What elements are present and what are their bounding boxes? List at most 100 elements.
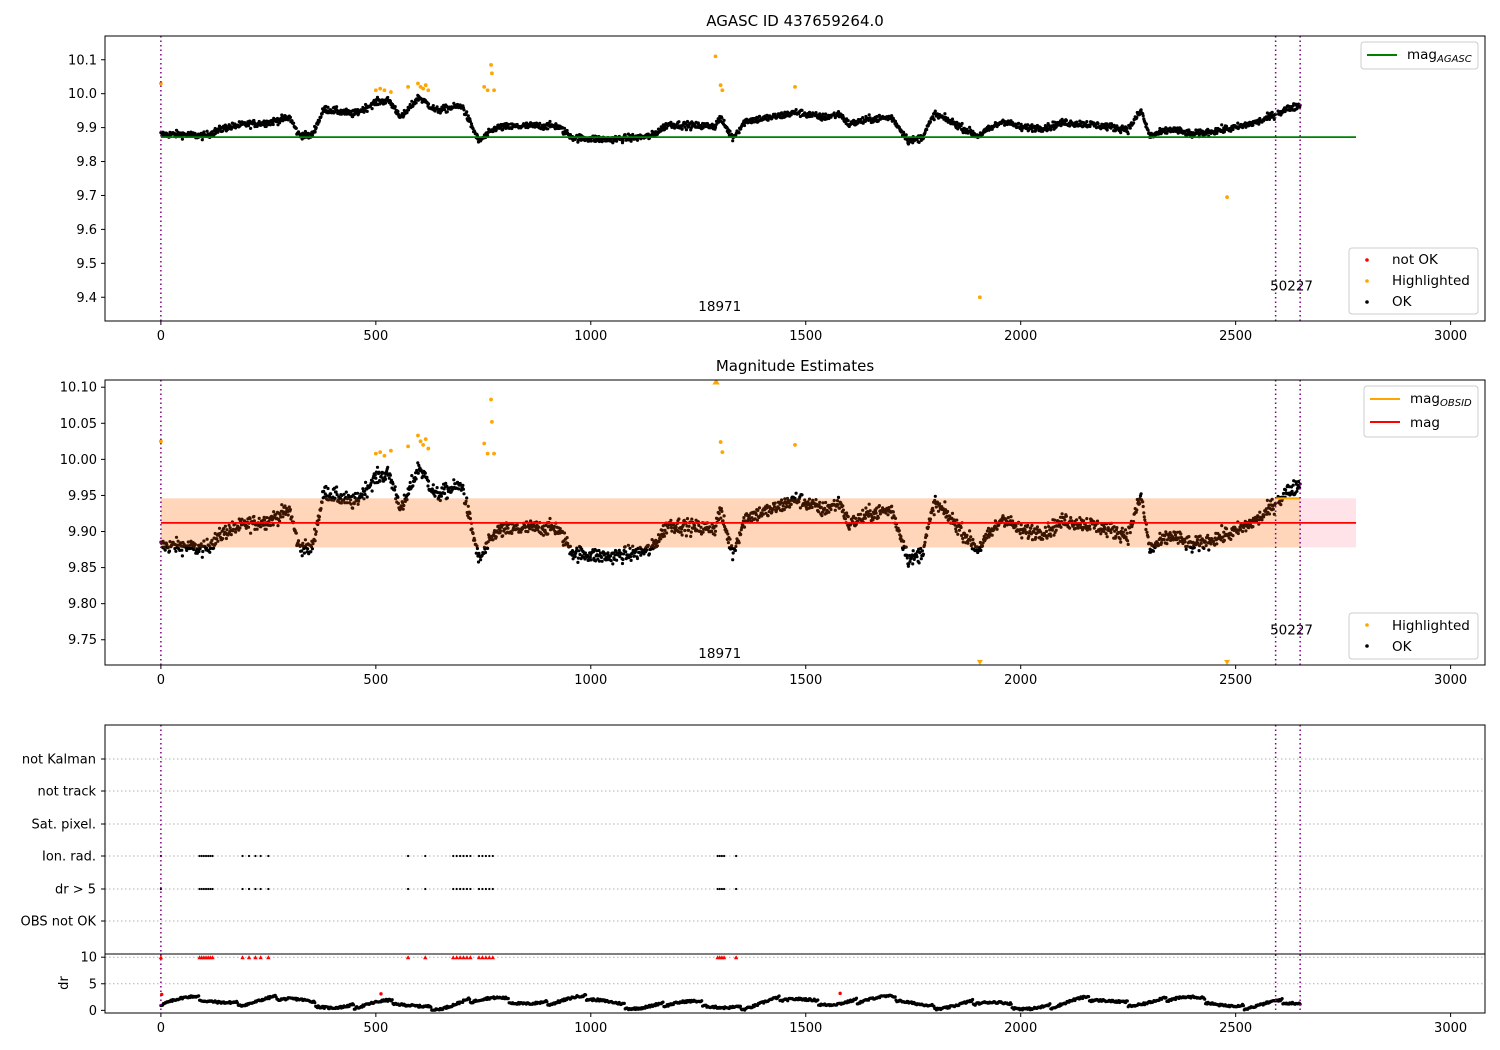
flag-point <box>455 887 458 891</box>
magnitude-xtick-label: 2500 <box>1219 673 1252 688</box>
ok-point-2 <box>755 518 760 522</box>
ok-point-2 <box>966 541 970 545</box>
ok-point <box>960 121 964 126</box>
ok-point-2 <box>465 496 469 500</box>
highlighted-point <box>489 62 493 67</box>
ok-point-2 <box>1085 517 1089 521</box>
magnitude-xtick-label: 1500 <box>789 673 822 688</box>
ok-point <box>1139 108 1143 112</box>
ok-point-2 <box>876 516 880 520</box>
ok-point <box>728 129 732 133</box>
ok-point-2 <box>526 530 530 534</box>
flag-point <box>484 854 487 858</box>
ok-point-2 <box>205 537 209 541</box>
ok-point-2 <box>314 530 318 534</box>
flag-point <box>267 854 270 858</box>
magnitude-ytick-label: 9.75 <box>68 633 97 648</box>
highlighted-point <box>977 295 982 300</box>
ok-point-2 <box>1050 528 1054 532</box>
ok-point-2 <box>1281 491 1286 496</box>
highlighted-point-2 <box>426 446 431 451</box>
ok-point-2 <box>180 548 184 552</box>
agasc-line-legend: magAGASC <box>1360 41 1479 70</box>
magnitude-ytick-label: 10.00 <box>60 453 97 468</box>
ok-point-2 <box>841 508 846 512</box>
flag-point <box>716 854 719 858</box>
lower-limit-marker <box>976 659 983 665</box>
ok-point-2 <box>1256 515 1260 519</box>
ok-point-2 <box>722 514 726 518</box>
ok-point-2 <box>276 524 280 528</box>
ok-point-2 <box>1023 528 1027 532</box>
ok-point-2 <box>435 486 439 490</box>
ok-point-2 <box>252 519 256 523</box>
ok-point-2 <box>1262 513 1266 517</box>
ok-point-2 <box>356 491 360 495</box>
highlighted-point <box>423 83 428 88</box>
ok-point-2 <box>388 473 392 477</box>
ok-point <box>861 116 865 120</box>
flag-point <box>259 854 262 858</box>
ok-point-2 <box>1241 529 1245 534</box>
ok-point-2 <box>922 543 927 547</box>
ok-point-2 <box>620 561 625 566</box>
ok-point-2 <box>1220 524 1224 528</box>
ok-point <box>288 115 292 119</box>
agasc-xtick-label: 500 <box>363 329 388 344</box>
ok-point <box>1128 126 1132 130</box>
ok-point-2 <box>410 474 414 478</box>
ok-point-2 <box>402 503 406 508</box>
ok-point <box>546 127 550 131</box>
ok-point-2 <box>1073 526 1078 531</box>
ok-point-2 <box>263 518 267 522</box>
flag-point <box>254 887 257 891</box>
legend-mag-obsid-label-main: mag <box>1410 391 1440 407</box>
highlighted-point-2 <box>423 437 428 442</box>
ok-point-2 <box>832 498 836 503</box>
flag-point <box>241 887 244 891</box>
flag-point <box>477 887 481 891</box>
ok-point <box>928 120 933 124</box>
ok-point-2 <box>905 553 909 557</box>
ok-point-2 <box>200 555 204 559</box>
ok-point-2 <box>904 545 908 549</box>
agasc-ytick-label: 10.1 <box>68 53 97 68</box>
ok-point-2 <box>710 529 714 533</box>
ok-point-2 <box>1009 515 1013 519</box>
ok-point-2 <box>635 556 640 561</box>
ok-point-2 <box>965 533 969 537</box>
ok-point-2 <box>1126 539 1130 543</box>
ok-point-2 <box>946 509 950 514</box>
flag-point <box>488 854 491 858</box>
ok-point-2 <box>501 534 505 538</box>
ok-point <box>683 125 687 129</box>
ok-point-2 <box>1076 526 1080 530</box>
ok-point-2 <box>433 494 437 498</box>
ok-point-2 <box>370 489 374 493</box>
ok-point-2 <box>310 547 314 551</box>
ok-point <box>893 119 898 123</box>
highlighted-point <box>378 86 383 91</box>
ok-point-2 <box>1069 516 1073 520</box>
ok-point-2 <box>373 473 377 477</box>
ok-point-2 <box>374 476 378 480</box>
ok-point-2 <box>1195 538 1200 542</box>
obsid-label-2: 50227 <box>1270 623 1313 639</box>
obsid-label: 50227 <box>1270 278 1313 294</box>
ok-point-2 <box>1267 512 1272 516</box>
ok-point-2 <box>684 534 689 538</box>
ok-point-2 <box>568 544 573 549</box>
ok-point <box>180 137 184 141</box>
magnitude-ytick-label: 9.95 <box>68 489 97 504</box>
magnitude-xtick-label: 3000 <box>1434 673 1467 688</box>
highlighted-point <box>1225 195 1229 200</box>
highlighted-point-2 <box>718 440 723 444</box>
ok-point-2 <box>1044 529 1049 534</box>
ok-point <box>623 133 627 137</box>
highlighted-point-2 <box>482 441 487 446</box>
ok-point-2 <box>1087 524 1092 528</box>
ok-point <box>396 109 400 114</box>
ok-point-2 <box>980 544 985 548</box>
flag-point <box>465 887 469 891</box>
